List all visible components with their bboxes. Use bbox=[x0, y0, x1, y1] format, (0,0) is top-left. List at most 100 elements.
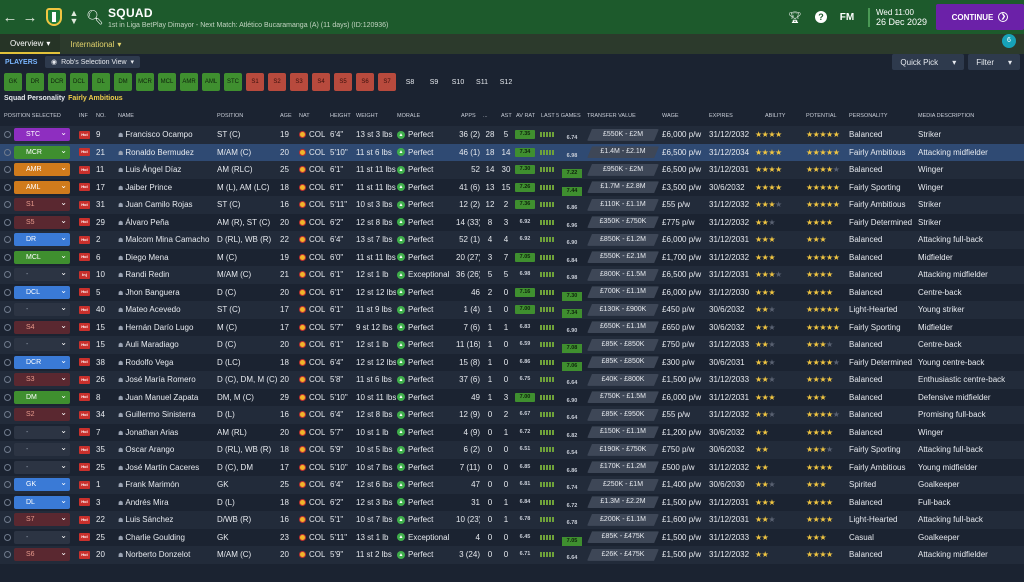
position-chip[interactable]: S9 bbox=[429, 78, 439, 86]
player-name[interactable]: Jonathan Arias bbox=[118, 424, 216, 442]
player-name[interactable]: Auli Maradiago bbox=[118, 336, 216, 354]
nationality[interactable]: COL bbox=[299, 511, 325, 529]
nationality[interactable]: COL bbox=[299, 319, 325, 337]
help-icon[interactable]: ? bbox=[808, 11, 834, 23]
row-checkbox[interactable] bbox=[4, 214, 12, 232]
position-chip[interactable]: S1 bbox=[246, 73, 264, 91]
position-chip[interactable]: S7 bbox=[378, 73, 396, 91]
position-chip[interactable]: DCL bbox=[70, 73, 88, 91]
nationality[interactable]: COL bbox=[299, 476, 325, 494]
row-checkbox[interactable] bbox=[4, 284, 12, 302]
club-switch-chevron-icon[interactable]: ▲ ▼ bbox=[69, 8, 79, 26]
position-chip[interactable]: S10 bbox=[451, 78, 465, 86]
player-name[interactable]: Charlie Goulding bbox=[118, 529, 216, 547]
position-selector[interactable]: - bbox=[14, 459, 70, 477]
position-selector[interactable]: DCL bbox=[14, 284, 70, 302]
row-checkbox[interactable] bbox=[4, 476, 12, 494]
position-chip[interactable]: S3 bbox=[290, 73, 308, 91]
position-selector[interactable]: MCL bbox=[14, 249, 70, 267]
tab-overview[interactable]: Overview ▾ bbox=[0, 34, 61, 54]
position-selector[interactable]: DR bbox=[14, 231, 70, 249]
tab-international[interactable]: International ▾ bbox=[60, 34, 131, 54]
player-name[interactable]: Malcom Mina Camacho bbox=[118, 231, 216, 249]
nationality[interactable]: COL bbox=[299, 249, 325, 267]
column-header[interactable]: MORALE bbox=[397, 113, 421, 119]
position-chip[interactable]: MCR bbox=[136, 73, 154, 91]
player-name[interactable]: Randi Redin bbox=[118, 266, 216, 284]
position-selector[interactable]: S6 bbox=[14, 546, 70, 564]
position-chip[interactable]: S5 bbox=[334, 73, 352, 91]
trophy-icon[interactable]: 🏆︎ bbox=[788, 11, 802, 24]
column-header[interactable]: HEIGHT bbox=[330, 113, 351, 119]
column-header[interactable]: AV RAT bbox=[516, 113, 536, 119]
nationality[interactable]: COL bbox=[299, 179, 325, 197]
view-select[interactable]: ◉ Rob's Selection View ▾ bbox=[45, 56, 141, 68]
column-header[interactable]: POSITION bbox=[217, 113, 244, 119]
player-name[interactable]: Oscar Arango bbox=[118, 441, 216, 459]
back-arrow-icon[interactable]: ← bbox=[2, 8, 18, 26]
position-chip[interactable]: S12 bbox=[499, 78, 513, 86]
row-checkbox[interactable] bbox=[4, 371, 12, 389]
player-name[interactable]: Jhon Banguera bbox=[118, 284, 216, 302]
row-checkbox[interactable] bbox=[4, 266, 12, 284]
player-name[interactable]: Ronaldo Bermudez bbox=[118, 144, 216, 162]
nationality[interactable]: COL bbox=[299, 196, 325, 214]
row-checkbox[interactable] bbox=[4, 354, 12, 372]
position-selector[interactable]: S7 bbox=[14, 511, 70, 529]
forward-arrow-icon[interactable]: → bbox=[22, 8, 38, 26]
notification-badge[interactable]: 6 bbox=[1002, 34, 1016, 48]
position-selector[interactable]: S5 bbox=[14, 214, 70, 232]
position-selector[interactable]: DL bbox=[14, 494, 70, 512]
row-checkbox[interactable] bbox=[4, 511, 12, 529]
position-chip[interactable]: MCL bbox=[158, 73, 176, 91]
position-chip[interactable]: S2 bbox=[268, 73, 286, 91]
column-header[interactable]: NAT bbox=[299, 113, 310, 119]
player-name[interactable]: Andrés Mira bbox=[118, 494, 216, 512]
nationality[interactable]: COL bbox=[299, 214, 325, 232]
position-chip[interactable]: GK bbox=[4, 73, 22, 91]
position-selector[interactable]: S1 bbox=[14, 196, 70, 214]
nationality[interactable]: COL bbox=[299, 354, 325, 372]
position-chip[interactable]: AMR bbox=[180, 73, 198, 91]
position-selector[interactable]: STC bbox=[14, 126, 70, 144]
player-name[interactable]: Francisco Ocampo bbox=[118, 126, 216, 144]
row-checkbox[interactable] bbox=[4, 319, 12, 337]
nationality[interactable]: COL bbox=[299, 441, 325, 459]
nationality[interactable]: COL bbox=[299, 389, 325, 407]
position-chip[interactable]: DCR bbox=[48, 73, 66, 91]
fm-logo[interactable]: FM bbox=[839, 11, 855, 23]
row-checkbox[interactable] bbox=[4, 196, 12, 214]
player-name[interactable]: Rodolfo Vega bbox=[118, 354, 216, 372]
position-selector[interactable]: - bbox=[14, 424, 70, 442]
column-header[interactable]: WEIGHT bbox=[356, 113, 378, 119]
position-selector[interactable]: - bbox=[14, 529, 70, 547]
nationality[interactable]: COL bbox=[299, 371, 325, 389]
position-chip[interactable]: S8 bbox=[405, 78, 415, 86]
nationality[interactable]: COL bbox=[299, 301, 325, 319]
filter-button[interactable]: Filter ▾ bbox=[968, 54, 1020, 70]
row-checkbox[interactable] bbox=[4, 336, 12, 354]
position-selector[interactable]: - bbox=[14, 441, 70, 459]
position-chip[interactable]: STC bbox=[224, 73, 242, 91]
column-header[interactable]: EXPIRES bbox=[709, 113, 733, 119]
column-header[interactable]: NO. bbox=[96, 113, 106, 119]
search-icon[interactable]: 🔍︎ bbox=[86, 8, 104, 25]
column-header[interactable]: WAGE bbox=[662, 113, 679, 119]
row-checkbox[interactable] bbox=[4, 301, 12, 319]
continue-button[interactable]: CONTINUE ❯ bbox=[936, 4, 1024, 30]
player-name[interactable]: Luis Ángel Díaz bbox=[118, 161, 216, 179]
row-checkbox[interactable] bbox=[4, 126, 12, 144]
position-selector[interactable]: MCR bbox=[14, 144, 70, 162]
row-checkbox[interactable] bbox=[4, 406, 12, 424]
